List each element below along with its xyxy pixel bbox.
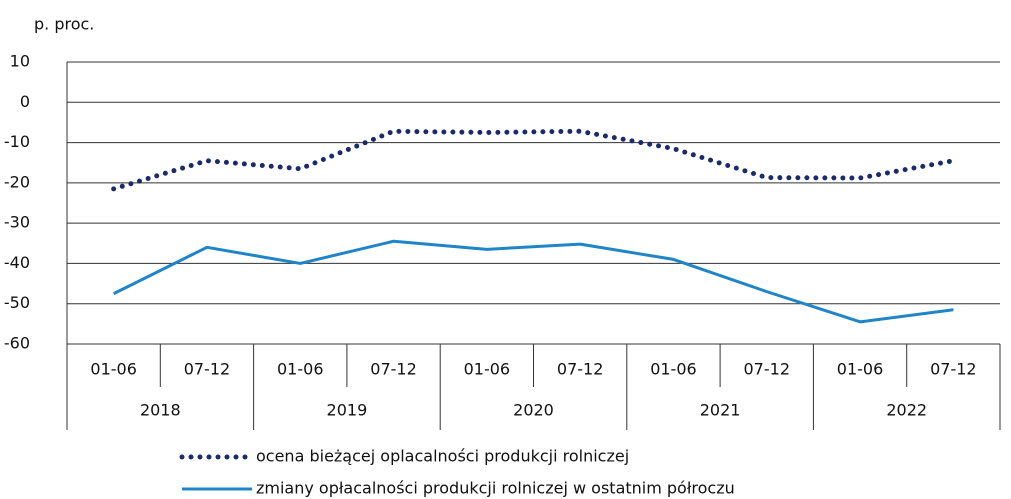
y-tick-label: 0 <box>20 92 30 111</box>
series-line <box>112 239 954 324</box>
series-line <box>111 128 956 192</box>
x-tick-label: 07-12 <box>370 360 417 379</box>
x-tick-label: 01-06 <box>90 360 137 379</box>
x-tick-label: 01-06 <box>277 360 324 379</box>
x-group-label: 2020 <box>513 401 554 420</box>
y-tick-label: -60 <box>4 334 30 353</box>
x-tick-label: 01-06 <box>464 360 511 379</box>
x-tick-label: 01-06 <box>837 360 884 379</box>
x-group-label: 2021 <box>700 401 741 420</box>
x-tick-label: 07-12 <box>744 360 791 379</box>
y-axis-label: p. proc. <box>34 15 94 34</box>
legend-label: zmiany opłacalności produkcji rolniczej … <box>256 479 735 498</box>
y-tick-label: -40 <box>4 253 30 272</box>
y-tick-label: -20 <box>4 172 30 191</box>
x-tick-label: 07-12 <box>184 360 231 379</box>
x-group-label: 2018 <box>140 401 181 420</box>
y-tick-label: -10 <box>4 132 30 151</box>
legend-label: ocena bieżącej oplacalności produkcji ro… <box>256 447 629 466</box>
x-tick-label: 01-06 <box>650 360 697 379</box>
y-tick-label: 10 <box>10 52 30 71</box>
x-tick-label: 07-12 <box>557 360 604 379</box>
x-tick-label: 07-12 <box>930 360 977 379</box>
x-group-label: 2019 <box>327 401 368 420</box>
x-group-label: 2022 <box>886 401 927 420</box>
y-tick-label: -30 <box>4 213 30 232</box>
y-tick-label: -50 <box>4 293 30 312</box>
